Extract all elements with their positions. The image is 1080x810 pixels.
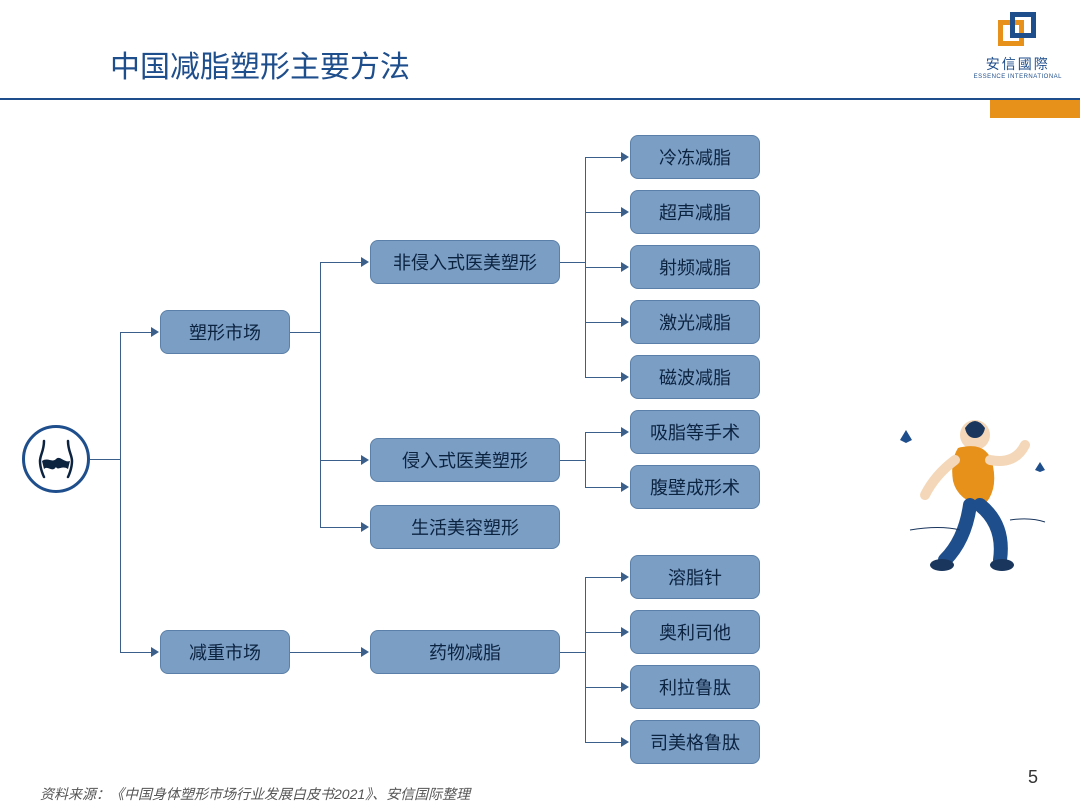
connector bbox=[585, 742, 622, 743]
connector bbox=[585, 157, 622, 158]
title-underline bbox=[0, 98, 1080, 100]
leaf-node: 利拉鲁肽 bbox=[630, 665, 760, 709]
brand-sub: ESSENCE INTERNATIONAL bbox=[974, 74, 1062, 80]
connector bbox=[120, 332, 152, 333]
tree-diagram: 塑形市场 减重市场 非侵入式医美塑形 侵入式医美塑形 生活美容塑形 药物减脂 冷… bbox=[0, 110, 1080, 770]
runner-illustration bbox=[870, 400, 1060, 600]
node-lifestyle: 生活美容塑形 bbox=[370, 505, 560, 549]
root-icon bbox=[22, 425, 90, 493]
connector bbox=[290, 332, 320, 333]
leaf-node: 溶脂针 bbox=[630, 555, 760, 599]
connector bbox=[560, 262, 585, 263]
connector bbox=[585, 377, 622, 378]
arrow-icon bbox=[621, 737, 629, 747]
page-title: 中国减脂塑形主要方法 bbox=[110, 42, 410, 86]
arrow-icon bbox=[621, 262, 629, 272]
connector bbox=[120, 332, 121, 652]
source-text: 资料来源：《中国身体塑形市场行业发展白皮书2021》、安信国际整理 bbox=[40, 784, 470, 804]
connector bbox=[585, 577, 586, 742]
logo-icon bbox=[996, 12, 1040, 50]
connector bbox=[320, 527, 362, 528]
leaf-node: 腹壁成形术 bbox=[630, 465, 760, 509]
arrow-icon bbox=[621, 627, 629, 637]
leaf-node: 奥利司他 bbox=[630, 610, 760, 654]
connector bbox=[560, 460, 585, 461]
connector bbox=[585, 487, 622, 488]
connector bbox=[90, 459, 120, 460]
connector bbox=[560, 652, 585, 653]
leaf-node: 射频减脂 bbox=[630, 245, 760, 289]
arrow-icon bbox=[621, 482, 629, 492]
connector bbox=[320, 460, 362, 461]
arrow-icon bbox=[621, 682, 629, 692]
waist-icon bbox=[34, 437, 78, 481]
leaf-node: 吸脂等手术 bbox=[630, 410, 760, 454]
connector bbox=[585, 687, 622, 688]
connector bbox=[585, 212, 622, 213]
arrow-icon bbox=[361, 257, 369, 267]
node-noninvasive: 非侵入式医美塑形 bbox=[370, 240, 560, 284]
connector bbox=[585, 322, 622, 323]
node-drug: 药物减脂 bbox=[370, 630, 560, 674]
node-weightloss: 减重市场 bbox=[160, 630, 290, 674]
arrow-icon bbox=[621, 152, 629, 162]
arrow-icon bbox=[621, 317, 629, 327]
connector bbox=[585, 432, 622, 433]
brand-name: 安信國際 bbox=[974, 54, 1062, 74]
connector bbox=[585, 432, 586, 487]
leaf-node: 司美格鲁肽 bbox=[630, 720, 760, 764]
connector bbox=[585, 632, 622, 633]
node-shaping: 塑形市场 bbox=[160, 310, 290, 354]
arrow-icon bbox=[151, 327, 159, 337]
arrow-icon bbox=[361, 647, 369, 657]
node-invasive: 侵入式医美塑形 bbox=[370, 438, 560, 482]
arrow-icon bbox=[361, 455, 369, 465]
leaf-node: 超声减脂 bbox=[630, 190, 760, 234]
brand-logo: 安信國際 ESSENCE INTERNATIONAL bbox=[974, 12, 1062, 80]
arrow-icon bbox=[621, 427, 629, 437]
page-number: 5 bbox=[1028, 767, 1038, 788]
connector bbox=[585, 577, 622, 578]
arrow-icon bbox=[621, 207, 629, 217]
arrow-icon bbox=[621, 372, 629, 382]
arrow-icon bbox=[151, 647, 159, 657]
connector bbox=[290, 652, 362, 653]
leaf-node: 激光减脂 bbox=[630, 300, 760, 344]
arrow-icon bbox=[621, 572, 629, 582]
connector bbox=[320, 262, 362, 263]
leaf-node: 磁波减脂 bbox=[630, 355, 760, 399]
connector bbox=[320, 262, 321, 527]
connector bbox=[585, 267, 622, 268]
leaf-node: 冷冻减脂 bbox=[630, 135, 760, 179]
arrow-icon bbox=[361, 522, 369, 532]
connector bbox=[120, 652, 152, 653]
